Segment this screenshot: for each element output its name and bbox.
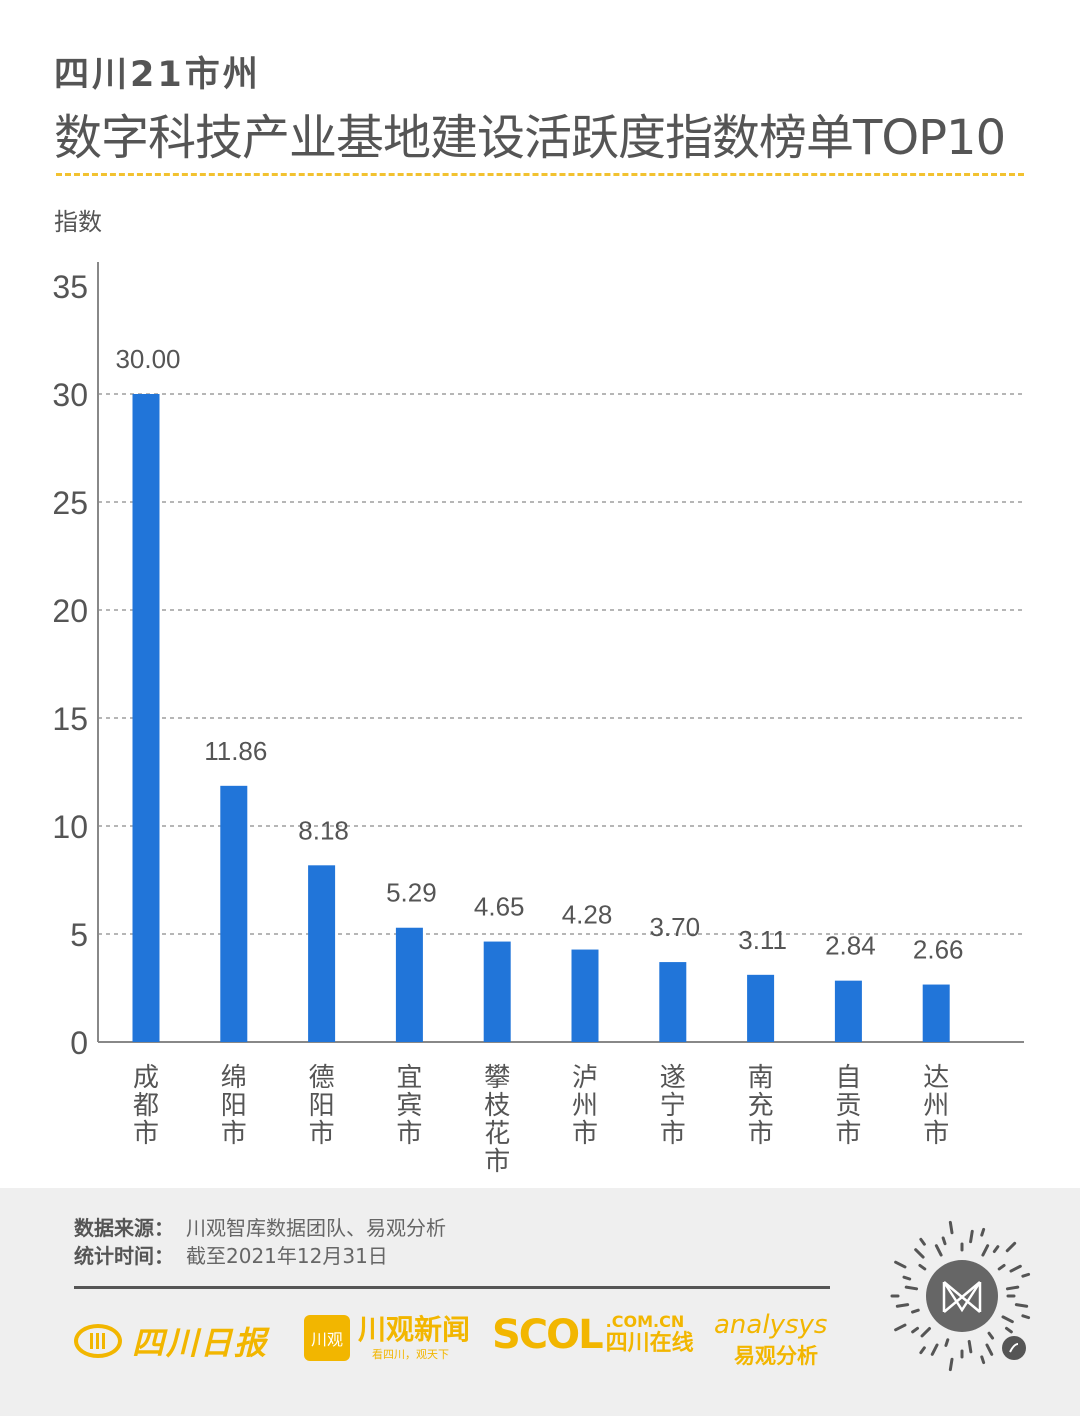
bar [747, 974, 775, 1042]
source-value: 川观智库数据团队、易观分析 [186, 1216, 446, 1240]
scol-wordmark: SCOL [492, 1312, 604, 1358]
bar [395, 927, 423, 1042]
bar-value-label: 4.28 [562, 900, 613, 930]
chuanguan-slogan: 看四川，观天下 [372, 1348, 449, 1361]
title-line1: 四川21市州 [54, 55, 261, 95]
chuanguan-news-logo: 川观 川观新闻 看四川，观天下 [304, 1314, 470, 1362]
bar-value-label: 2.66 [913, 935, 964, 965]
bar-value-label: 5.29 [386, 878, 437, 908]
x-tick-label: 达州市 [923, 1063, 949, 1149]
bar [308, 865, 336, 1042]
bar-value-label: 3.70 [649, 912, 700, 942]
page-title: 数字科技产业基地建设活跃度指数榜单TOP10 [54, 110, 1006, 166]
sichuan-daily-emblem-icon [74, 1324, 122, 1358]
time-label: 统计时间： [74, 1244, 174, 1268]
y-tick-label: 0 [70, 1025, 88, 1061]
y-tick-label: 5 [70, 917, 88, 953]
scol-cn-name: 四川在线 [605, 1331, 694, 1356]
bar-value-label: 11.86 [204, 736, 267, 766]
footer: 数据来源： 川观智库数据团队、易观分析 统计时间： 截至2021年12月31日 四川… [0, 1188, 1080, 1416]
x-tick-label: 德阳市 [309, 1063, 335, 1149]
bar [571, 949, 599, 1042]
y-tick-label: 35 [52, 269, 88, 305]
bar-value-label: 4.65 [474, 892, 525, 922]
stat-time: 统计时间： 截至2021年12月31日 [74, 1240, 388, 1269]
time-value: 截至2021年12月31日 [186, 1244, 388, 1268]
x-tick-label: 泸州市 [572, 1063, 598, 1149]
data-source: 数据来源： 川观智库数据团队、易观分析 [74, 1212, 446, 1241]
bar-value-label: 2.84 [825, 931, 876, 961]
chuanguan-wordmark: 川观新闻 [358, 1313, 471, 1346]
x-tick-label: 南充市 [748, 1063, 774, 1149]
y-tick-label: 30 [52, 377, 88, 413]
scol-logo: SCOL .COM.CN 四川在线 [492, 1312, 694, 1358]
source-label: 数据来源： [74, 1216, 174, 1240]
analysys-logo: analysys 易观分析 [714, 1310, 827, 1370]
title-divider [56, 173, 1024, 176]
bar [132, 394, 160, 1042]
footer-rule [74, 1286, 830, 1289]
bar [922, 984, 950, 1042]
y-tick-label: 25 [52, 485, 88, 521]
x-tick-label: 成都市 [133, 1063, 159, 1149]
bar-chart: 0 5 10 15 20 25 30 35 30.00 成都市 11.86 绵阳市 8.18 德阳市 5.… [52, 262, 1024, 1177]
bar [220, 785, 248, 1042]
y-tick-label: 15 [52, 701, 88, 737]
x-tick-label: 绵阳市 [221, 1063, 247, 1149]
analysys-wordmark: analysys [714, 1310, 828, 1340]
sichuan-daily-wordmark: 四川日报 [132, 1324, 269, 1362]
mini-program-code-icon[interactable] [882, 1216, 1042, 1376]
x-tick-label: 宜宾市 [396, 1063, 422, 1149]
sichuan-daily-logo: 四川日报 [74, 1318, 268, 1364]
x-tick-label: 攀枝花市 [484, 1063, 510, 1177]
x-tick-label: 自贡市 [835, 1063, 861, 1149]
bar-value-label: 8.18 [298, 815, 349, 845]
bar [834, 980, 862, 1042]
x-tick-label: 遂宁市 [660, 1063, 686, 1149]
y-tick-label: 10 [52, 809, 88, 845]
y-tick-label: 20 [52, 593, 88, 629]
scol-domain: .COM.CN [605, 1312, 685, 1331]
bar [483, 941, 511, 1042]
bar [659, 962, 687, 1042]
chuanguan-badge-icon: 川观 [304, 1315, 350, 1361]
y-axis-title: 指数 [54, 208, 102, 236]
bar-value-label: 30.00 [115, 344, 180, 374]
bar-value-label: 3.11 [738, 925, 787, 955]
analysys-cn-name: 易观分析 [734, 1344, 818, 1368]
